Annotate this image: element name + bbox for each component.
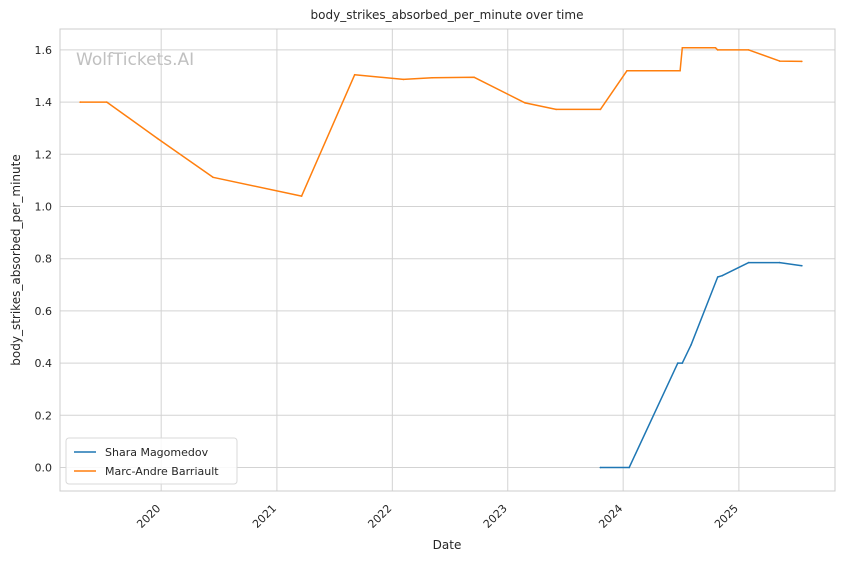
y-tick-label-4: 0.8 bbox=[35, 253, 53, 266]
data-point-marc-andre-barriault-16 bbox=[716, 49, 719, 51]
data-point-marc-andre-barriault-10 bbox=[555, 108, 557, 111]
grid-lines bbox=[60, 29, 835, 491]
watermark: WolfTickets.AI bbox=[76, 50, 194, 70]
chart-title: body_strikes_absorbed_per_minute over ti… bbox=[311, 8, 584, 22]
data-point-marc-andre-barriault-13 bbox=[679, 70, 681, 72]
y-tick-label-2: 0.4 bbox=[35, 357, 53, 370]
y-tick-label-3: 0.6 bbox=[35, 305, 53, 318]
data-point-shara-magomedov-2 bbox=[677, 362, 679, 364]
data-point-marc-andre-barriault-7 bbox=[431, 77, 434, 79]
data-point-marc-andre-barriault-3 bbox=[212, 176, 214, 179]
data-point-marc-andre-barriault-18 bbox=[778, 60, 781, 62]
y-tick-label-1: 0.2 bbox=[35, 409, 53, 422]
data-point-marc-andre-barriault-4 bbox=[300, 195, 303, 197]
y-axis-title: body_strikes_absorbed_per_minute bbox=[9, 154, 23, 365]
data-point-shara-magomedov-8 bbox=[778, 261, 781, 264]
data-point-marc-andre-barriault-8 bbox=[473, 76, 476, 79]
data-point-marc-andre-barriault-17 bbox=[747, 49, 750, 51]
data-point-shara-magomedov-6 bbox=[721, 274, 723, 277]
data-point-marc-andre-barriault-15 bbox=[714, 47, 717, 49]
data-point-marc-andre-barriault-11 bbox=[599, 108, 602, 111]
y-tick-label-0: 0.0 bbox=[35, 462, 53, 475]
data-point-shara-magomedov-0 bbox=[599, 466, 602, 469]
data-point-marc-andre-barriault-6 bbox=[402, 78, 405, 81]
data-point-shara-magomedov-4 bbox=[690, 344, 692, 346]
series-line-shara-magomedov bbox=[599, 261, 803, 469]
data-point-marc-andre-barriault-9 bbox=[524, 102, 526, 104]
legend: Shara Magomedov Marc-Andre Barriault bbox=[65, 437, 238, 485]
data-point-marc-andre-barriault-19 bbox=[801, 60, 803, 63]
y-tick-label-8: 1.6 bbox=[35, 44, 53, 57]
data-point-marc-andre-barriault-14 bbox=[681, 47, 684, 49]
data-point-marc-andre-barriault-2 bbox=[156, 137, 159, 140]
data-point-marc-andre-barriault-0 bbox=[79, 101, 81, 103]
data-point-shara-magomedov-1 bbox=[628, 466, 630, 469]
legend-label-shara-magomedov: Shara Magomedov bbox=[105, 446, 209, 459]
data-point-marc-andre-barriault-1 bbox=[106, 101, 108, 103]
data-point-shara-magomedov-3 bbox=[681, 362, 684, 364]
data-point-marc-andre-barriault-5 bbox=[353, 73, 356, 76]
plot-frame bbox=[59, 28, 836, 492]
data-point-shara-magomedov-7 bbox=[747, 261, 750, 264]
series-lines bbox=[79, 47, 803, 469]
data-point-shara-magomedov-5 bbox=[716, 276, 719, 278]
data-point-shara-magomedov-9 bbox=[801, 264, 803, 267]
x-axis-title: Date bbox=[433, 538, 462, 552]
y-tick-label-7: 1.4 bbox=[35, 96, 53, 109]
legend-label-marc-andre-barriault: Marc-Andre Barriault bbox=[105, 465, 219, 478]
plot-area bbox=[60, 29, 835, 491]
y-tick-label-6: 1.2 bbox=[35, 148, 53, 161]
legend-box bbox=[65, 437, 238, 485]
y-tick-label-5: 1.0 bbox=[35, 200, 53, 213]
data-point-marc-andre-barriault-12 bbox=[626, 70, 628, 72]
